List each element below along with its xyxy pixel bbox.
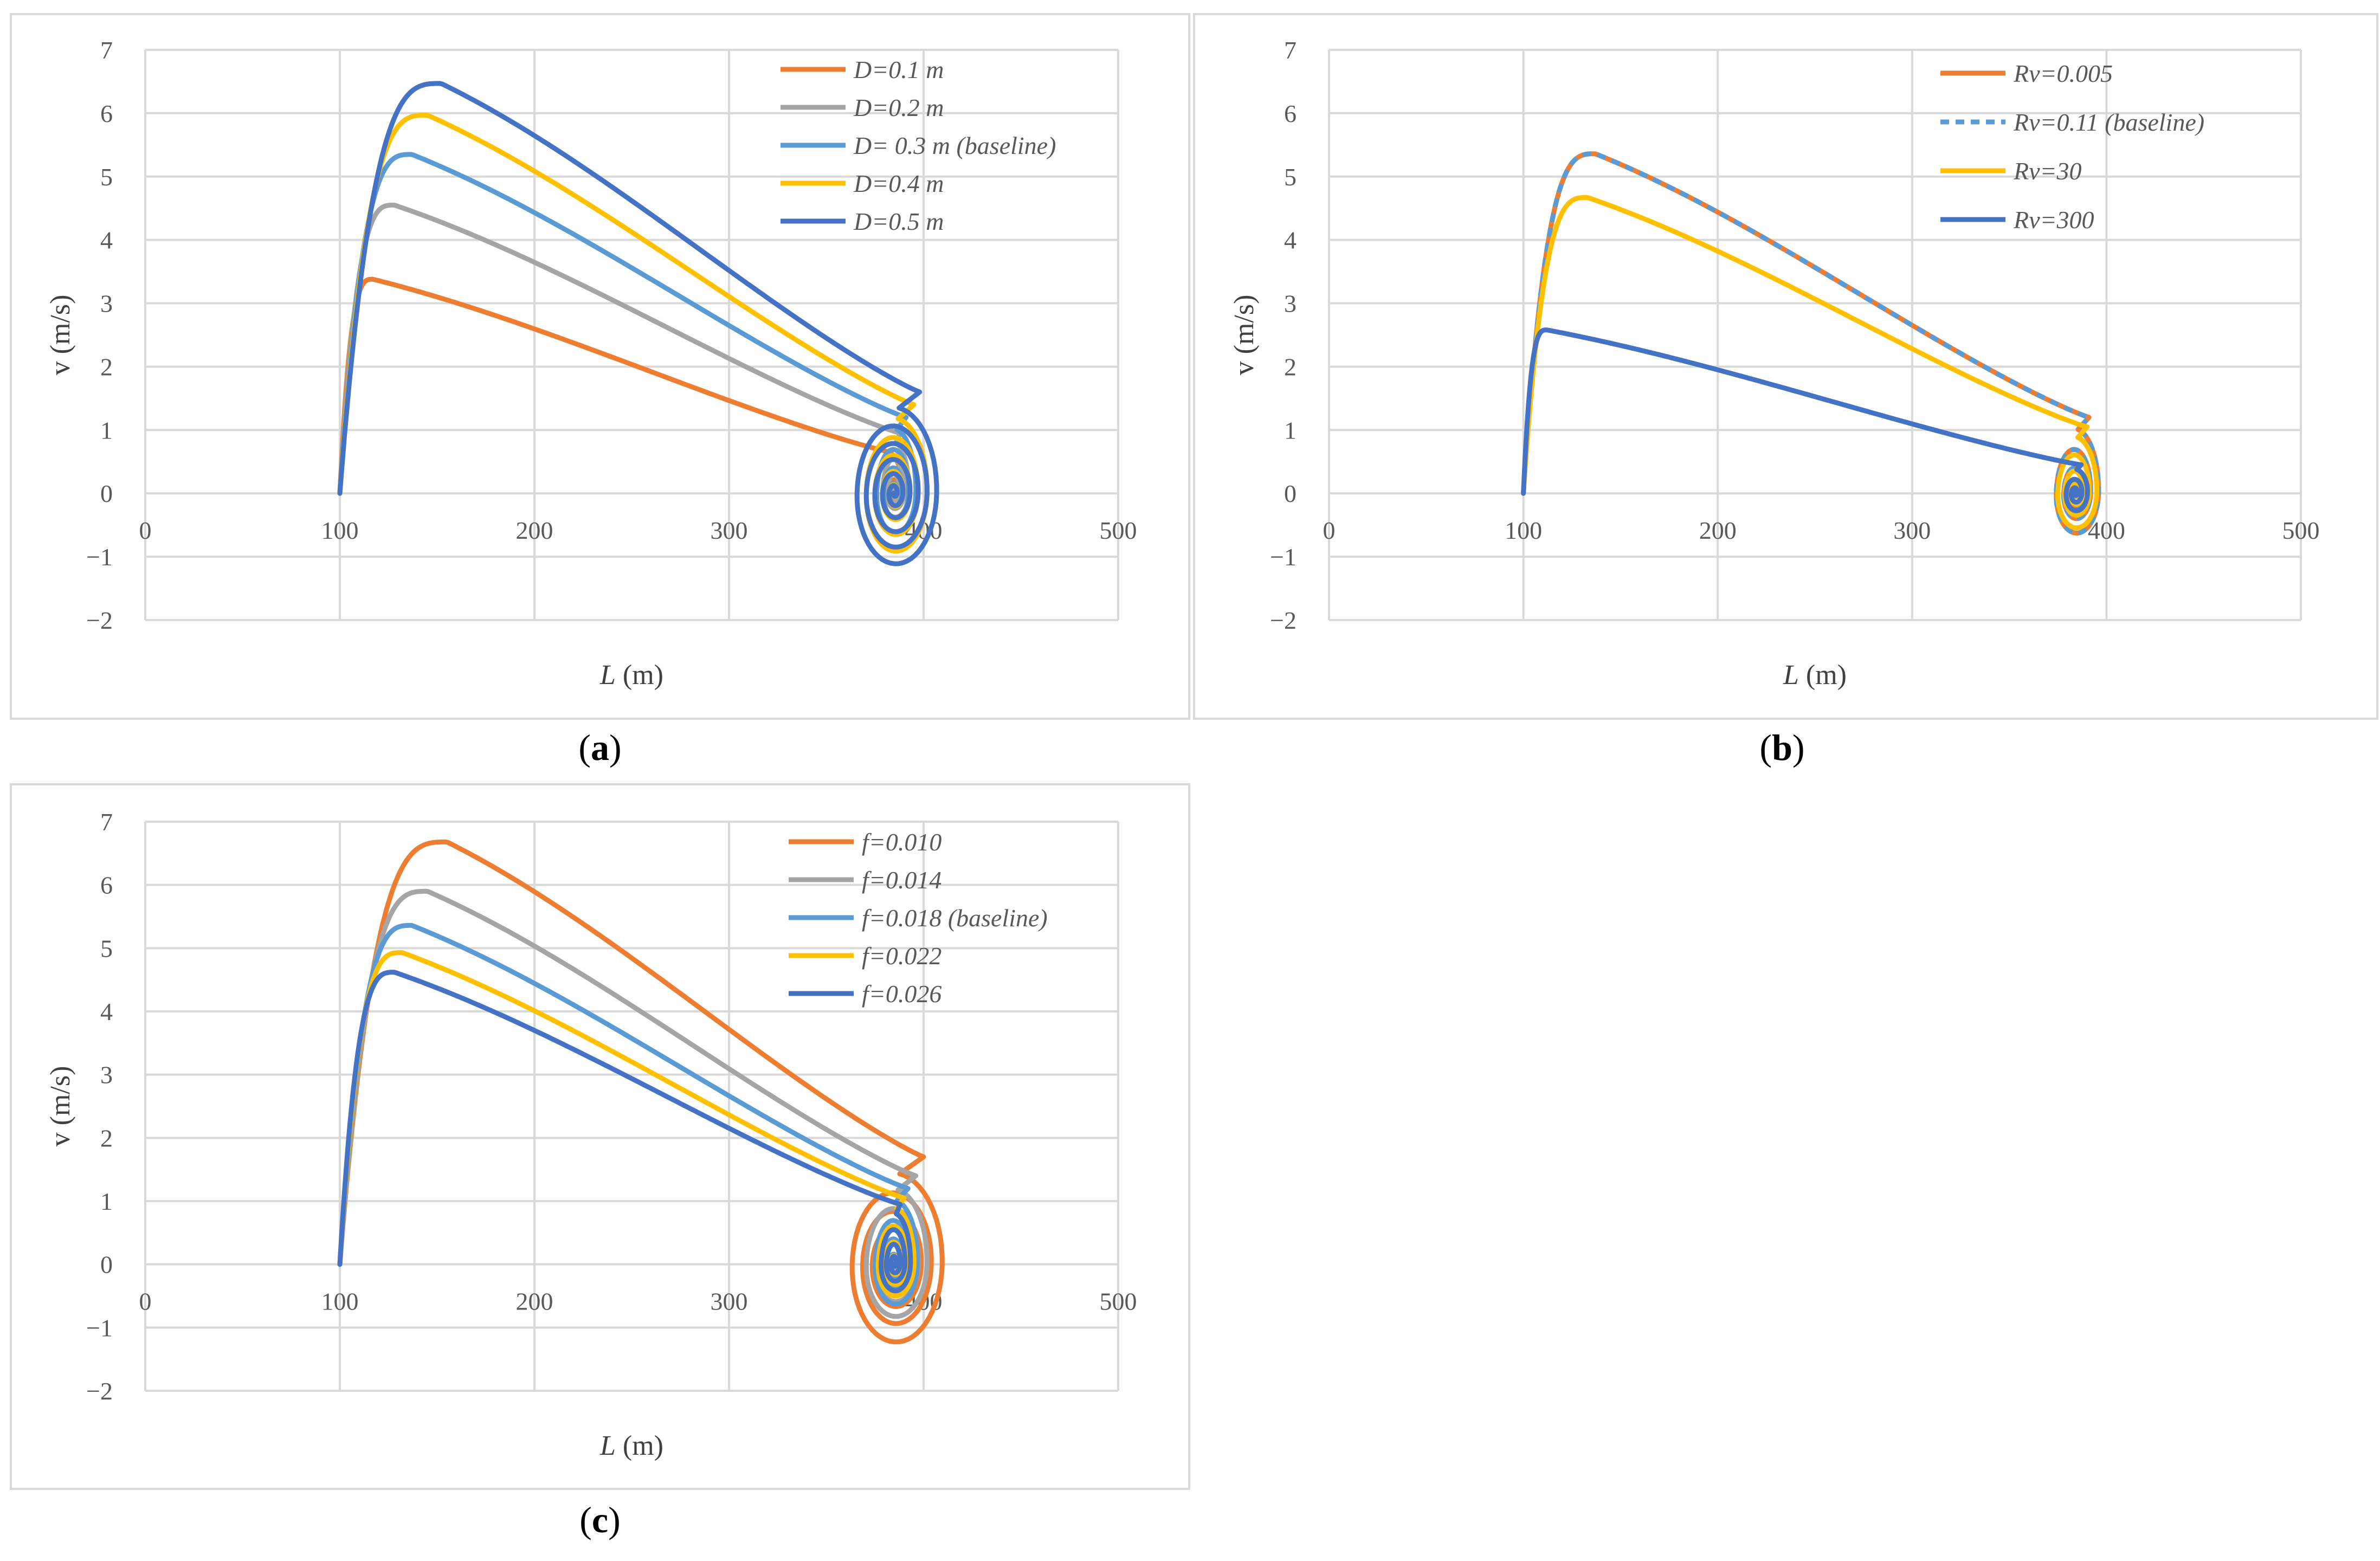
series-lines: [337, 81, 939, 566]
legend-label: D=0.1 m: [853, 56, 944, 83]
y-axis-label: v (m/s): [45, 295, 76, 376]
y-tick-label: −2: [1270, 607, 1297, 634]
x-tick-label: 300: [711, 1288, 748, 1315]
y-tick-label: 1: [100, 1188, 113, 1215]
y-tick-label: 0: [1284, 480, 1297, 507]
y-axis-label: v (m/s): [1229, 295, 1260, 376]
legend-label: D=0.2 m: [853, 94, 944, 121]
y-tick-label: 5: [100, 163, 113, 191]
x-axis-label: L (m): [599, 660, 663, 691]
y-tick-label: −2: [86, 607, 113, 634]
legend-label: f=0.022: [862, 942, 941, 970]
y-tick-label: −1: [1270, 543, 1297, 571]
y-tick-label: 1: [1284, 416, 1297, 444]
x-tick-label: 500: [1100, 517, 1137, 544]
x-tick-label: 100: [321, 517, 359, 544]
series-line-f-0.026: [337, 970, 913, 1293]
legend-label: Rv=30: [2013, 157, 2082, 185]
x-axis-label: L (m): [1783, 660, 1847, 691]
legend-label: f=0.026: [862, 980, 941, 1008]
legend-label: D= 0.3 m (baseline): [853, 132, 1056, 159]
series-line-d-0.5-m: [337, 81, 939, 566]
y-tick-label: 0: [100, 1251, 113, 1279]
legend: f=0.010 f=0.014 f=0.018 (baseline) f=0.022 f…: [789, 828, 1048, 1008]
y-tick-label: 6: [100, 872, 113, 899]
y-tick-label: 5: [1284, 163, 1297, 191]
series-line-rv-300: [1521, 327, 2090, 513]
legend-label: D=0.4 m: [853, 170, 944, 197]
y-tick-label: 0: [100, 480, 113, 507]
y-tick-label: 5: [100, 934, 113, 962]
y-tick-label: 4: [100, 998, 113, 1025]
x-tick-label: 100: [1505, 517, 1542, 544]
gridlines: [1328, 49, 2302, 621]
x-tick-label: 300: [1893, 517, 1931, 544]
y-tick-label: 3: [100, 1061, 113, 1089]
gridlines: [144, 49, 1119, 621]
y-tick-label: 1: [100, 416, 113, 444]
y-tick-label: 2: [100, 1124, 113, 1152]
legend: D=0.1 m D=0.2 m D= 0.3 m (baseline) D=0.4 m…: [781, 56, 1056, 235]
x-tick-label: 200: [1699, 517, 1737, 544]
x-tick-label: 200: [516, 1288, 553, 1315]
y-tick-label: 6: [1284, 100, 1297, 127]
legend-label: f=0.010: [862, 828, 941, 856]
y-tick-label: 6: [100, 100, 113, 127]
x-tick-label: 300: [711, 517, 748, 544]
legend-label: D=0.5 m: [853, 208, 944, 235]
legend-label: f=0.018 (baseline): [862, 904, 1048, 932]
y-tick-label: 7: [100, 36, 113, 64]
x-tick-label: 500: [1100, 1288, 1137, 1315]
y-tick-label: −1: [86, 1314, 113, 1341]
y-tick-label: −1: [86, 543, 113, 571]
series-lines: [337, 839, 945, 1345]
x-axis-label: L (m): [599, 1430, 663, 1461]
legend-label: f=0.014: [862, 866, 941, 894]
x-tick-label: 0: [1323, 517, 1336, 544]
y-tick-label: 4: [1284, 227, 1297, 254]
gridlines: [144, 821, 1119, 1392]
y-tick-label: 2: [100, 353, 113, 380]
legend-label: Rv=300: [2013, 206, 2094, 234]
panel-caption: (c): [579, 1499, 621, 1540]
x-tick-label: 100: [321, 1288, 359, 1315]
legend: Rv=0.005 Rv=0.11 (baseline) Rv=30 Rv=300: [1940, 60, 2204, 234]
series-lines: [1521, 151, 2101, 536]
x-tick-label: 0: [139, 517, 152, 544]
y-tick-label: 3: [100, 290, 113, 318]
chart-frame: [10, 783, 1190, 1490]
y-tick-label: 3: [1284, 290, 1297, 318]
x-tick-label: 200: [516, 517, 553, 544]
y-tick-label: 7: [100, 808, 113, 836]
y-tick-label: 4: [100, 227, 113, 254]
panel-caption: (a): [578, 727, 621, 768]
panel-caption: (b): [1759, 727, 1804, 768]
x-tick-label: 500: [2282, 517, 2320, 544]
y-axis-label: v (m/s): [45, 1066, 76, 1147]
x-tick-label: 0: [139, 1288, 152, 1315]
y-tick-label: 2: [1284, 353, 1297, 380]
y-tick-label: 7: [1284, 36, 1297, 64]
legend-label: Rv=0.11 (baseline): [2013, 108, 2204, 136]
y-tick-label: −2: [86, 1377, 113, 1405]
legend-label: Rv=0.005: [2013, 60, 2113, 87]
